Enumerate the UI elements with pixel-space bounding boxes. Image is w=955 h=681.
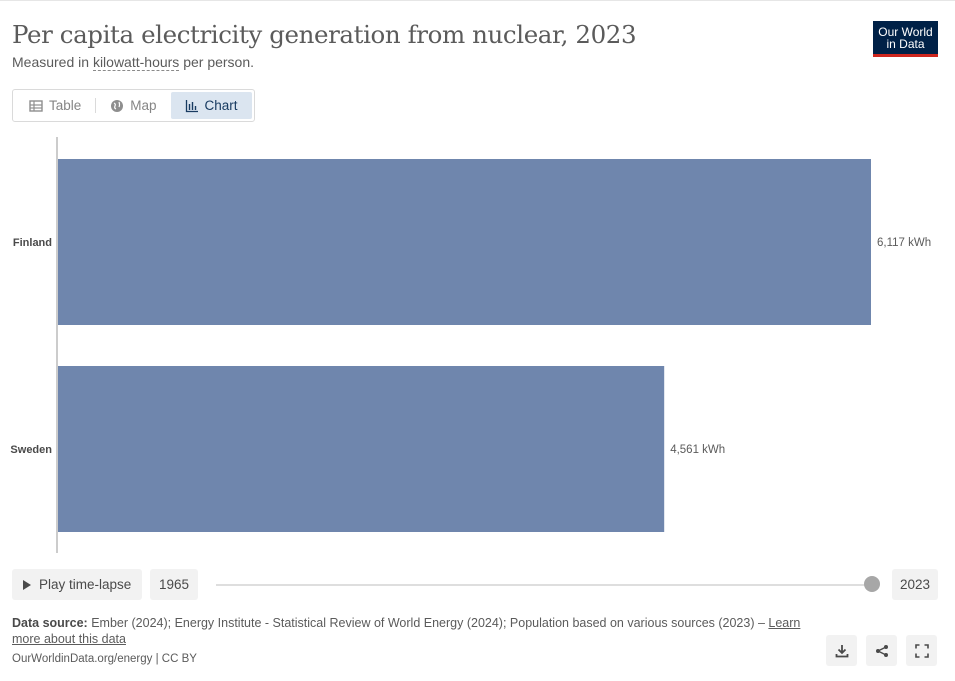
view-tabs: Table Map Chart — [12, 89, 255, 122]
chart-subtitle: Measured in kilowatt-hours per person. — [12, 54, 255, 71]
start-year-box[interactable]: 1965 — [150, 569, 198, 600]
tab-chart-label: Chart — [204, 98, 238, 113]
tab-map-label: Map — [130, 98, 157, 113]
tab-table[interactable]: Table — [15, 92, 95, 119]
footer-url[interactable]: OurWorldinData.org/energy | CC BY — [12, 653, 197, 665]
download-icon — [835, 644, 848, 657]
bar-finland[interactable] — [58, 159, 871, 325]
category-label-finland: Finland — [13, 237, 52, 249]
play-timelapse-button[interactable]: Play time-lapse — [12, 569, 142, 600]
fullscreen-icon — [914, 643, 929, 658]
bar-sweden[interactable] — [58, 366, 665, 532]
download-button[interactable] — [826, 635, 857, 666]
logo-line-2: in Data — [886, 37, 925, 51]
subtitle-suffix: per person. — [179, 54, 255, 70]
data-source: Data source: Ember (2024); Energy Instit… — [12, 615, 812, 647]
tab-chart[interactable]: Chart — [170, 92, 252, 119]
bar-chart: Finland 6,117 kWh Sweden 4,561 kWh — [10, 137, 931, 553]
tab-divider — [95, 98, 97, 113]
share-button[interactable] — [866, 635, 897, 666]
table-icon — [29, 99, 43, 112]
play-label: Play time-lapse — [39, 577, 132, 592]
learn-more-link[interactable]: Learn more about this data — [12, 616, 801, 646]
category-label-sweden: Sweden — [10, 444, 52, 456]
chart-icon — [185, 99, 198, 112]
fullscreen-button[interactable] — [906, 635, 937, 666]
source-label: Data source: — [12, 616, 88, 630]
tab-map[interactable]: Map — [96, 92, 170, 119]
timeline-handle[interactable] — [864, 576, 880, 592]
value-label-sweden: 4,561 kWh — [670, 444, 725, 456]
globe-icon — [111, 99, 124, 112]
tab-table-label: Table — [49, 98, 82, 113]
timeline: Play time-lapse 1965 2023 — [12, 569, 938, 601]
logo-line-1: Our World — [878, 25, 933, 39]
value-label-finland: 6,117 kWh — [877, 237, 931, 249]
owid-logo[interactable]: Our World in Data — [873, 21, 938, 57]
subtitle-prefix: Measured in — [12, 54, 93, 70]
source-text: Ember (2024); Energy Institute - Statist… — [87, 616, 769, 630]
share-icon — [875, 644, 888, 657]
unit-link[interactable]: kilowatt-hours — [92, 54, 180, 71]
chart-title: Per capita electricity generation from n… — [12, 20, 637, 49]
timeline-track[interactable] — [216, 584, 872, 586]
end-year-box[interactable]: 2023 — [892, 569, 938, 600]
play-icon — [23, 579, 31, 590]
